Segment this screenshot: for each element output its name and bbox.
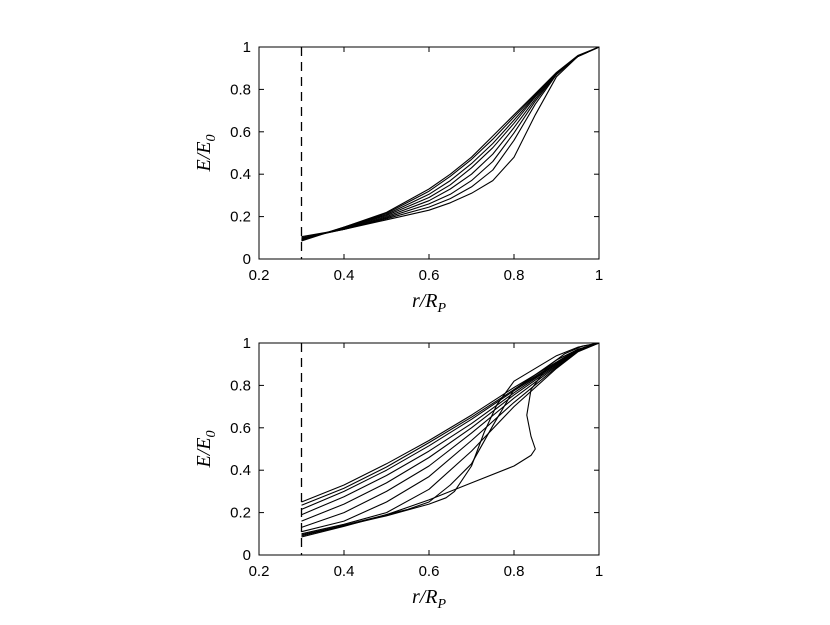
y-tick-label: 0.4	[230, 166, 251, 183]
y-tick-label: 0.6	[230, 420, 251, 437]
x-tick-label: 0.4	[334, 563, 355, 580]
y-tick-label: 0.8	[230, 377, 251, 394]
chart-panel-1: 0.2 0.4 0.6 0.8 100.20.40.60.81r/RPE/E0	[193, 39, 603, 316]
x-tick-label: 1	[595, 563, 603, 580]
y-tick-label: 0.8	[230, 81, 251, 98]
plot-frame	[258, 46, 600, 260]
series-line-9	[301, 342, 600, 536]
series-line-1	[301, 46, 600, 242]
series-line-5	[301, 46, 600, 240]
y-tick-label: 0.4	[230, 462, 251, 479]
y-tick-label: 0	[243, 547, 251, 564]
x-tick-label: 0.2	[249, 267, 270, 284]
x-tick-label: 0.2	[249, 563, 270, 580]
y-axis-label: E/E0	[193, 431, 219, 469]
y-tick-label: 0.6	[230, 124, 251, 141]
y-tick-label: 0.2	[230, 209, 251, 226]
series-line-11	[301, 342, 600, 538]
x-tick-label: 0.6	[419, 267, 440, 284]
y-tick-label: 1	[243, 39, 251, 56]
y-tick-label: 1	[243, 335, 251, 352]
y-tick-label: 0	[243, 251, 251, 268]
y-tick-label: 0.2	[230, 505, 251, 522]
x-tick-label: 0.8	[504, 267, 525, 284]
y-axis-label: E/E0	[193, 135, 219, 173]
x-axis-label: r/RP	[412, 290, 447, 316]
series-line-8	[301, 46, 600, 238]
series-line-5	[301, 342, 600, 522]
series-line-1	[301, 342, 600, 503]
series-line-8	[301, 342, 600, 535]
x-tick-label: 1	[595, 267, 603, 284]
x-tick-label: 0.4	[334, 267, 355, 284]
series-line-7	[301, 46, 600, 239]
x-tick-label: 0.6	[419, 563, 440, 580]
chart-panel-2: 0.2 0.4 0.6 0.8 100.20.40.60.81r/RPE/E0	[193, 335, 603, 612]
x-axis-label: r/RP	[412, 586, 447, 612]
x-tick-label: 0.8	[504, 563, 525, 580]
series-line-10	[301, 342, 600, 537]
